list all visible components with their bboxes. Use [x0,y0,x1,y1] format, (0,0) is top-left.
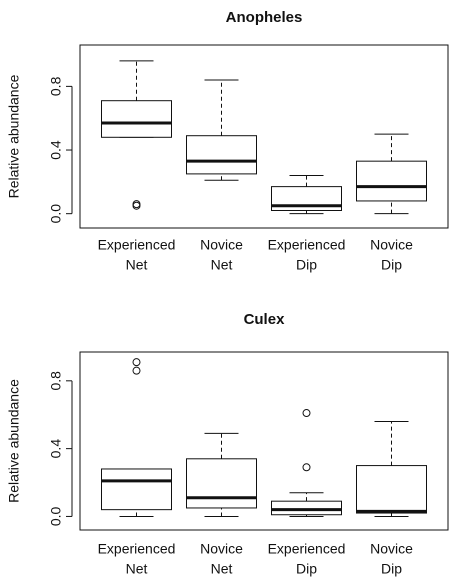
y-tick-label: 0.0 [48,204,64,224]
x-tick-label: Novice [370,541,413,557]
x-tick-label: Novice [200,237,243,253]
box [101,468,172,511]
y-axis-label: Relative abundance [6,379,22,503]
x-tick-label: Net [126,257,148,273]
x-tick-label: Dip [381,561,402,577]
plot-frame [79,44,449,229]
outlier [132,201,141,210]
box [271,500,342,516]
box [356,465,427,514]
y-tick-label: 0.8 [48,76,64,96]
y-tick-label: 0.4 [48,439,64,459]
x-tick-label: Experienced [98,541,176,557]
x-tick-label: Experienced [268,541,346,557]
x-tick-label: Net [126,561,148,577]
box [356,160,427,202]
outlier [132,366,141,375]
box [186,458,257,509]
chart-title: Culex [244,311,286,328]
y-tick-label: 0.0 [48,506,64,526]
x-tick-label: Dip [296,561,317,577]
outlier [132,200,141,209]
x-tick-label: Experienced [98,237,176,253]
x-tick-label: Net [211,257,233,273]
x-tick-label: Novice [370,237,413,253]
outlier [132,358,141,367]
outlier [302,463,311,472]
x-tick-label: Dip [381,257,402,273]
plot-frame [79,351,449,531]
x-tick-label: Dip [296,257,317,273]
y-axis-label: Relative abundance [6,74,22,198]
chart-title: Anopheles [226,9,303,26]
y-tick-label: 0.4 [48,140,64,160]
y-tick-label: 0.8 [48,371,64,391]
outlier [302,409,311,418]
box [186,135,257,175]
box [101,100,172,138]
x-tick-label: Experienced [268,237,346,253]
x-tick-label: Net [211,561,233,577]
x-tick-label: Novice [200,541,243,557]
